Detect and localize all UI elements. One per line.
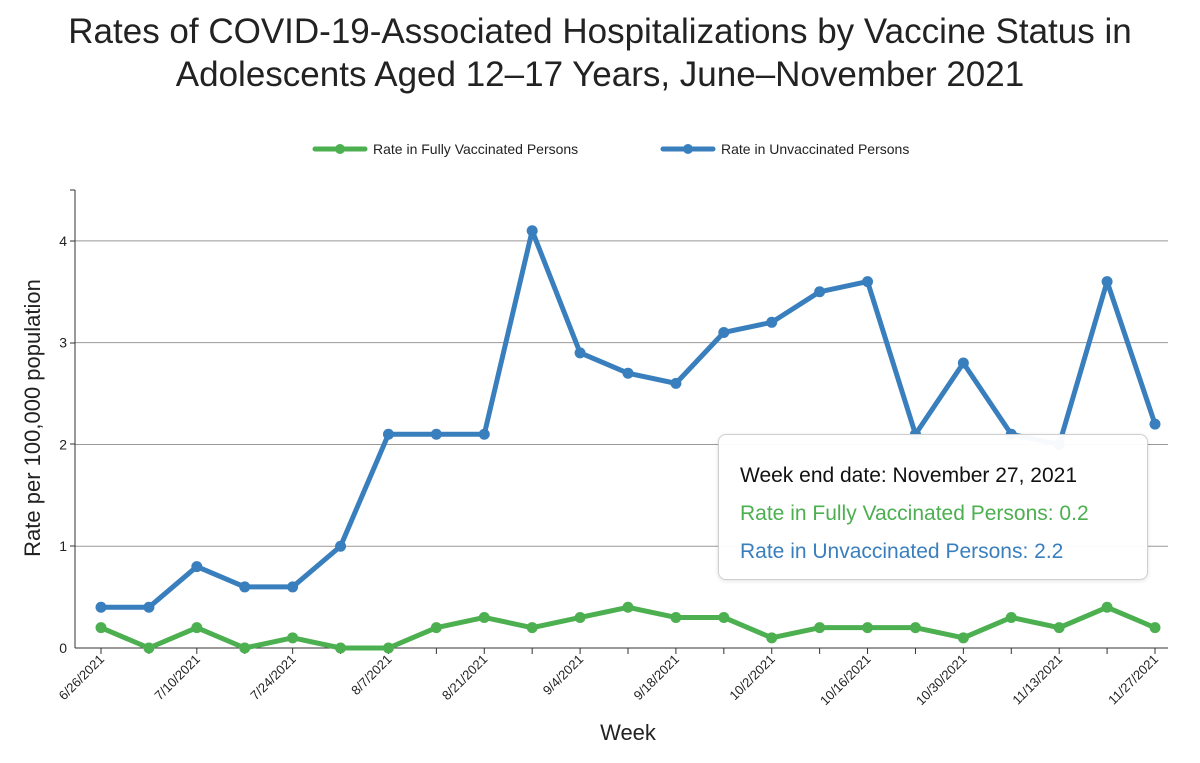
tooltip-unvaccinated-value: Rate in Unvaccinated Persons: 2.2: [740, 540, 1064, 563]
x-tick-label: 10/2/2021: [726, 652, 778, 704]
legend-marker: [335, 144, 345, 154]
legend-marker: [683, 144, 693, 154]
data-point[interactable]: [478, 611, 490, 623]
data-point[interactable]: [95, 622, 107, 634]
y-tick-label: 2: [59, 436, 67, 452]
data-tooltip: Week end date: November 27, 2021 Rate in…: [718, 434, 1148, 580]
series-unvaccinated: [95, 225, 1161, 613]
data-point[interactable]: [143, 601, 155, 613]
x-axis-title: Week: [600, 720, 657, 745]
data-point[interactable]: [430, 428, 442, 440]
y-tick-label: 4: [59, 233, 67, 249]
data-point[interactable]: [335, 642, 347, 654]
series-line: [98, 604, 1158, 651]
data-point[interactable]: [95, 601, 107, 613]
data-point[interactable]: [766, 632, 778, 644]
data-point[interactable]: [143, 642, 155, 654]
data-point[interactable]: [287, 632, 299, 644]
legend-item-fully-vaccinated[interactable]: Rate in Fully Vaccinated Persons: [312, 141, 578, 157]
tooltip-vaccinated-value: Rate in Fully Vaccinated Persons: 0.2: [740, 502, 1089, 525]
data-point[interactable]: [862, 622, 874, 634]
x-tick-label: 9/18/2021: [631, 652, 683, 704]
data-point[interactable]: [622, 601, 634, 613]
y-tick-label: 0: [59, 640, 67, 656]
x-tick-label: 11/13/2021: [1009, 652, 1065, 708]
x-tick-label: 6/26/2021: [56, 652, 108, 704]
data-point[interactable]: [814, 622, 826, 634]
x-tick-label: 8/7/2021: [348, 652, 394, 698]
legend-label: Rate in Fully Vaccinated Persons: [373, 141, 578, 157]
x-tick-label: 7/10/2021: [151, 652, 203, 704]
data-point[interactable]: [526, 225, 538, 237]
data-point[interactable]: [670, 611, 682, 623]
data-point[interactable]: [335, 540, 347, 552]
y-tick-label: 1: [59, 538, 67, 554]
data-point[interactable]: [239, 581, 251, 593]
legend-label: Rate in Unvaccinated Persons: [721, 141, 909, 157]
x-tick-label: 8/21/2021: [439, 652, 491, 704]
series-layer: [95, 225, 1161, 654]
data-point[interactable]: [526, 622, 538, 634]
x-tick-label: 9/4/2021: [540, 652, 586, 698]
data-point[interactable]: [814, 286, 826, 298]
data-point[interactable]: [287, 581, 299, 593]
legend: Rate in Fully Vaccinated Persons Rate in …: [312, 141, 909, 157]
x-tick-label: 10/30/2021: [913, 652, 970, 709]
data-point[interactable]: [574, 611, 586, 623]
x-tick-label: 10/16/2021: [817, 652, 874, 709]
data-point[interactable]: [862, 276, 874, 288]
data-point[interactable]: [718, 326, 730, 338]
data-point[interactable]: [1149, 418, 1161, 430]
x-tick-label: 7/24/2021: [247, 652, 299, 704]
data-point[interactable]: [191, 622, 203, 634]
data-point[interactable]: [622, 367, 634, 379]
data-point[interactable]: [957, 357, 969, 369]
chart-title: Rates of COVID-19-Associated Hospitaliza…: [68, 12, 1132, 94]
data-point[interactable]: [718, 611, 730, 623]
data-point[interactable]: [1149, 622, 1161, 634]
y-axis-title: Rate per 100,000 population: [20, 279, 45, 557]
data-point[interactable]: [1005, 611, 1017, 623]
data-point[interactable]: [239, 642, 251, 654]
data-point[interactable]: [1101, 276, 1113, 288]
data-point[interactable]: [478, 428, 490, 440]
data-point[interactable]: [766, 316, 778, 328]
data-point[interactable]: [382, 428, 394, 440]
series-fully-vaccinated: [95, 601, 1161, 654]
data-point[interactable]: [430, 622, 442, 634]
data-point[interactable]: [382, 642, 394, 654]
data-point[interactable]: [574, 347, 586, 359]
data-point[interactable]: [1053, 622, 1065, 634]
data-point[interactable]: [909, 622, 921, 634]
legend-item-unvaccinated[interactable]: Rate in Unvaccinated Persons: [660, 141, 909, 157]
x-tick-label: 11/27/2021: [1105, 652, 1161, 708]
data-point[interactable]: [1101, 601, 1113, 613]
y-tick-label: 3: [59, 335, 67, 351]
data-point[interactable]: [191, 561, 203, 573]
tooltip-date: Week end date: November 27, 2021: [740, 464, 1077, 487]
data-point[interactable]: [670, 377, 682, 389]
data-point[interactable]: [957, 632, 969, 644]
